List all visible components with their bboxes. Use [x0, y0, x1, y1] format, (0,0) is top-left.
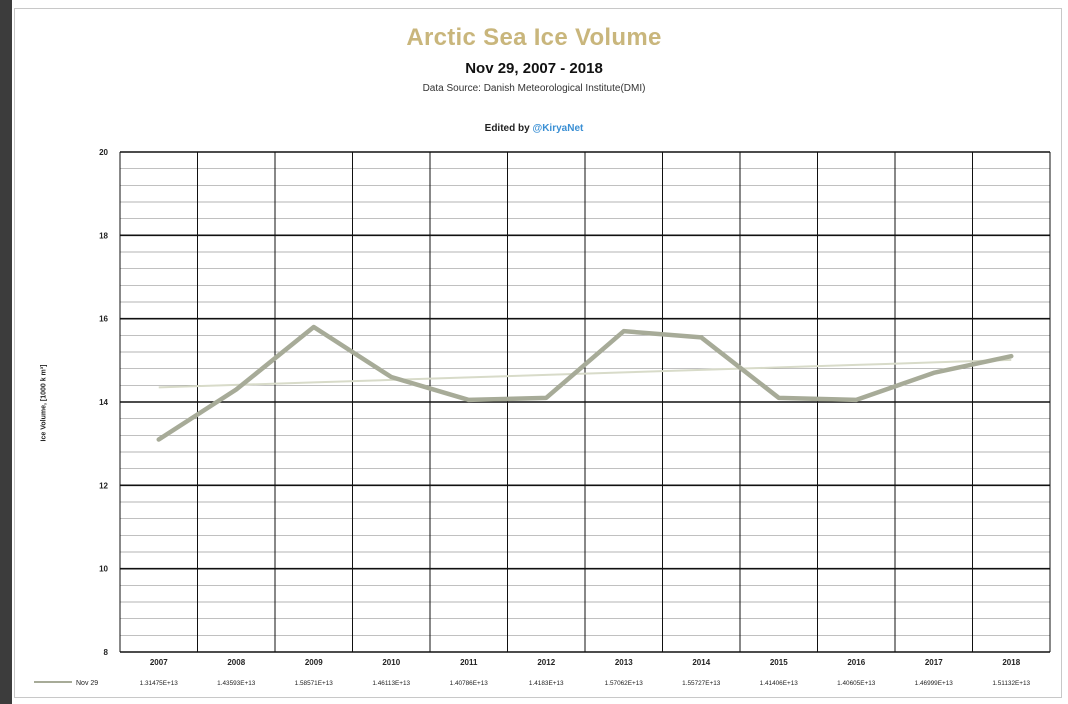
legend-label: Nov 29 [76, 680, 98, 687]
x-tick-label: 2018 [1002, 658, 1020, 667]
series-line-nov-29 [156, 324, 1014, 442]
table-value: 1.51132E+13 [992, 680, 1030, 687]
x-tick-label: 2015 [770, 658, 788, 667]
axis-ticks: 8 10 12 14 16 18 20 2007 2008 2009 2010 2011 2012 201… [99, 148, 1021, 667]
credit-handle: @KiryaNet [532, 123, 584, 134]
table-value: 1.31475E+13 [140, 680, 179, 687]
chart-title: Arctic Sea Ice Volume [406, 24, 662, 51]
x-tick-label: 2012 [537, 658, 555, 667]
table-value: 1.55727E+13 [682, 680, 721, 687]
y-tick-label: 16 [99, 315, 108, 324]
x-tick-label: 2010 [382, 658, 400, 667]
data-source: Data Source: Danish Meteorological Insti… [422, 83, 646, 94]
table-value: 1.40786E+13 [450, 680, 489, 687]
window-edge [0, 0, 12, 704]
y-tick-label: 12 [99, 481, 108, 490]
credit-prefix: Edited by [484, 123, 530, 134]
x-tick-label: 2014 [692, 658, 710, 667]
table-value: 1.46999E+13 [915, 680, 954, 687]
y-tick-label: 14 [99, 398, 108, 407]
data-table: Nov 29 1.31475E+13 1.43593E+13 1.58571E+13 1… [34, 680, 1031, 687]
y-tick-label: 10 [99, 565, 108, 574]
table-value: 1.41406E+13 [760, 680, 799, 687]
x-tick-label: 2008 [227, 658, 245, 667]
chart-frame [14, 8, 1062, 698]
series-lines [156, 324, 1014, 442]
table-value: 1.40605E+13 [837, 680, 876, 687]
x-tick-label: 2009 [305, 658, 323, 667]
table-value: 1.4183E+13 [529, 680, 564, 687]
x-tick-label: 2017 [925, 658, 943, 667]
trend-line [158, 358, 1012, 389]
x-tick-label: 2011 [460, 658, 478, 667]
x-tick-label: 2007 [150, 658, 168, 667]
edited-by-credit: Edited by @KiryaNet [0, 123, 1068, 134]
y-tick-label: 8 [104, 648, 109, 657]
y-tick-label: 20 [99, 148, 108, 157]
table-value: 1.58571E+13 [295, 680, 334, 687]
x-tick-label: 2016 [847, 658, 865, 667]
x-tick-label: 2013 [615, 658, 633, 667]
table-value: 1.43593E+13 [217, 680, 256, 687]
table-value: 1.46113E+13 [372, 680, 410, 687]
grid-lines [119, 151, 1051, 653]
y-tick-label: 18 [99, 231, 108, 240]
table-value: 1.57062E+13 [605, 680, 644, 687]
chart-subtitle: Nov 29, 2007 - 2018 [465, 60, 603, 77]
